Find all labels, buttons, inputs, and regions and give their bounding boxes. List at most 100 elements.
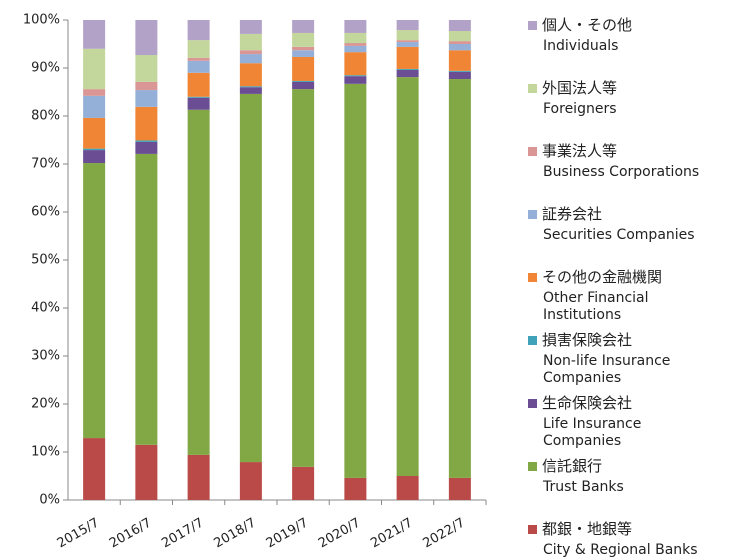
legend-swatch	[528, 84, 537, 93]
bar-segment	[83, 163, 106, 439]
bar-segment	[396, 476, 419, 500]
bar-segment	[448, 20, 471, 32]
bar-segment	[187, 97, 210, 110]
bar-segment	[448, 44, 471, 51]
bar-segment	[292, 46, 315, 51]
bar-segment	[239, 87, 262, 94]
legend-label-en: Foreigners	[543, 101, 617, 117]
legend-entry: 生命保険会社 Life Insurance Companies	[528, 392, 733, 450]
bar-segment	[292, 50, 315, 57]
legend-entry: 信託銀行 Trust Banks	[528, 455, 733, 496]
legend-swatch	[528, 525, 537, 534]
bar-segment	[135, 20, 158, 56]
legend-entry: 都銀・地銀等 City & Regional Banks	[528, 518, 733, 559]
y-tick-label: 60%	[31, 205, 60, 220]
bar-segment	[396, 42, 419, 47]
bar-segment	[135, 141, 158, 154]
bar-segment	[83, 148, 106, 151]
legend-label-en: Non-life Insurance Companies	[543, 353, 671, 386]
bar-segment	[292, 32, 315, 47]
bar-segment	[448, 79, 471, 478]
bar-segment	[135, 55, 158, 82]
legend-label-en: Individuals	[543, 38, 619, 54]
y-tick-label: 100%	[23, 13, 60, 28]
y-tick-label: 10%	[31, 445, 60, 460]
legend-label-en: Life Insurance Companies	[543, 416, 642, 449]
legend-label: その他の金融機関	[542, 268, 663, 286]
bar-segment	[396, 20, 419, 31]
x-tick-label: 2015/7	[55, 516, 102, 552]
bar-segment	[187, 454, 210, 500]
bar-segment	[239, 63, 262, 87]
bar-segment	[83, 95, 106, 118]
bar-segment	[187, 40, 210, 58]
bar-segment	[187, 72, 210, 97]
legend-label-en: Trust Banks	[543, 479, 624, 495]
x-tick-label: 2019/7	[264, 516, 311, 552]
bar-segment	[344, 75, 367, 77]
legend-swatch	[528, 399, 537, 408]
legend-label: 証券会社	[542, 205, 603, 223]
legend-label-en: City & Regional Banks	[543, 542, 698, 558]
legend-label: 信託銀行	[542, 457, 603, 475]
legend-entry: 証券会社 Securities Companies	[528, 203, 733, 244]
bar-segment	[83, 89, 106, 96]
legend-entry: 外国法人等 Foreigners	[528, 77, 733, 118]
legend-label: 事業法人等	[542, 142, 618, 160]
bar-segment	[135, 81, 158, 91]
legend-label: 個人・その他	[542, 16, 633, 34]
x-tick-label: 2020/7	[316, 516, 363, 552]
x-tick-label: 2017/7	[159, 516, 206, 552]
legend-entry: 損害保険会社 Non-life Insurance Companies	[528, 329, 733, 387]
bar-segment	[187, 60, 210, 73]
bar-segment	[239, 462, 262, 500]
legend-entry: 事業法人等 Business Corporations	[528, 140, 733, 181]
bar-segment	[448, 70, 471, 72]
bar-segment	[448, 31, 471, 42]
y-tick-label: 50%	[31, 253, 60, 268]
x-tick-label: 2022/7	[421, 516, 468, 552]
bar-segment	[239, 86, 262, 88]
bar-segment	[135, 444, 158, 500]
bar-segment	[344, 477, 367, 500]
legend-label: 生命保険会社	[542, 394, 633, 412]
bar-segment	[396, 68, 419, 70]
legend-label: 都銀・地銀等	[542, 520, 633, 538]
bar-segment	[239, 33, 262, 51]
bar-segment	[448, 50, 471, 71]
bar-segment	[292, 56, 315, 81]
bar-segment	[239, 54, 262, 64]
bar-segment	[83, 48, 106, 90]
x-tick-label: 2016/7	[107, 516, 154, 552]
bar-segment	[292, 81, 315, 90]
y-tick-label: 90%	[31, 61, 60, 76]
legend-swatch	[528, 147, 537, 156]
x-tick-label: 2018/7	[212, 516, 259, 552]
bar-segment	[396, 40, 419, 43]
bar-segment	[344, 52, 367, 76]
bar-segment	[344, 32, 367, 44]
y-tick-label: 40%	[31, 301, 60, 316]
bar-segment	[187, 20, 210, 41]
bar-segment	[135, 140, 158, 142]
bar-segment	[448, 477, 471, 500]
bar-segment	[83, 117, 106, 149]
bar-segment	[135, 153, 158, 445]
bar-segment	[292, 466, 315, 500]
bar-segment	[135, 106, 158, 141]
bar-segment	[187, 96, 210, 98]
bar-segment	[448, 71, 471, 80]
y-tick-label: 70%	[31, 157, 60, 172]
y-tick-label: 80%	[31, 109, 60, 124]
bar-segment	[187, 109, 210, 455]
bar-segment	[344, 76, 367, 84]
bar-segment	[83, 150, 106, 164]
bar-segment	[135, 90, 158, 107]
y-tick-label: 20%	[31, 397, 60, 412]
y-tick-label: 0%	[39, 493, 60, 508]
bar-segment	[396, 30, 419, 41]
bar-segment	[239, 20, 262, 34]
bar-segment	[187, 57, 210, 61]
legend-label-en: Securities Companies	[543, 227, 695, 243]
